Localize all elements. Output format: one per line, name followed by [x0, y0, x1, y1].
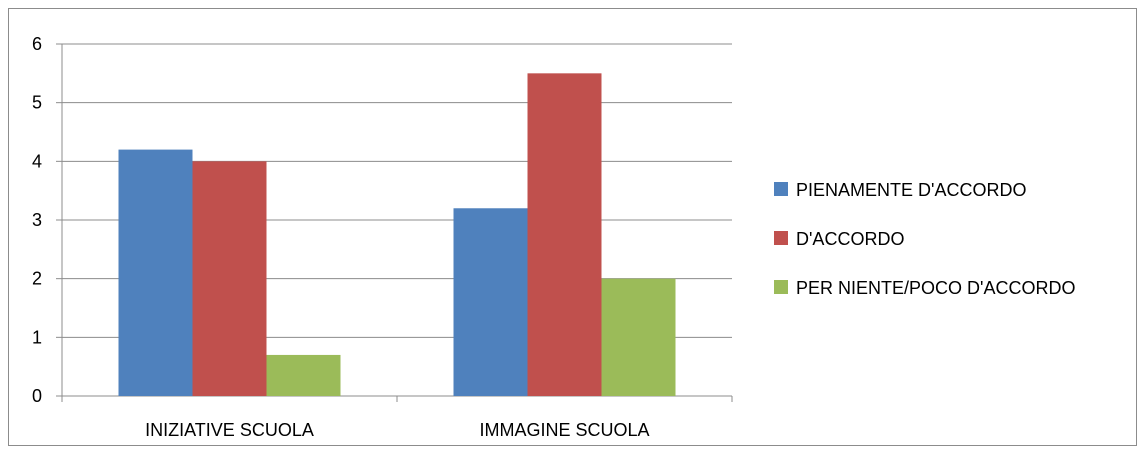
bar: [453, 208, 528, 396]
x-category-label: IMMAGINE SCUOLA: [479, 420, 649, 440]
y-tick-label: 0: [32, 386, 42, 406]
bar: [266, 354, 341, 396]
bar: [601, 278, 676, 396]
bar: [192, 161, 267, 396]
legend-label: PER NIENTE/POCO D'ACCORDO: [796, 278, 1075, 298]
x-category-label: INIZIATIVE SCUOLA: [145, 420, 314, 440]
bar: [527, 73, 602, 396]
y-tick-label: 6: [32, 34, 42, 54]
y-tick-label: 2: [32, 269, 42, 289]
y-tick-label: 5: [32, 93, 42, 113]
bar: [118, 149, 193, 396]
y-tick-label: 3: [32, 210, 42, 230]
y-tick-label: 4: [32, 151, 42, 171]
y-tick-label: 1: [32, 327, 42, 347]
legend-swatch: [774, 182, 788, 196]
legend-swatch: [774, 231, 788, 245]
legend-label: PIENAMENTE D'ACCORDO: [796, 180, 1026, 200]
legend-label: D'ACCORDO: [796, 229, 904, 249]
legend-swatch: [774, 280, 788, 294]
